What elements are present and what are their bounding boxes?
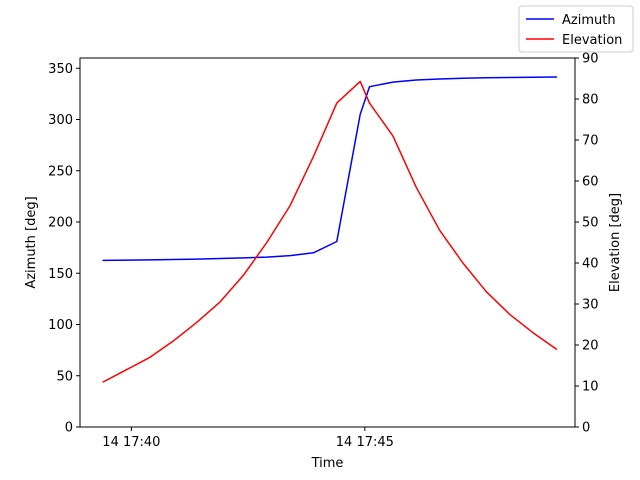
left-y-axis-label: Azimuth [deg] <box>24 196 39 288</box>
right-y-tick-label: 0 <box>582 421 590 436</box>
right-y-tick-label: 40 <box>582 257 599 272</box>
right-y-tick-label: 80 <box>582 93 599 108</box>
series-lines <box>102 76 558 383</box>
right-y-tick-label: 90 <box>582 52 599 67</box>
right-y-tick-label: 20 <box>582 339 599 354</box>
left-y-tick-label: 150 <box>48 267 73 282</box>
left-y-tick-label: 50 <box>56 369 73 384</box>
right-y-axis-label: Elevation [deg] <box>608 193 623 292</box>
axes: 14 17:40 14 17:45 0 50 100 150 200 250 300 350 0 10… <box>48 52 598 451</box>
legend-label-azimuth: Azimuth <box>562 13 616 28</box>
x-axis-label: Time <box>311 456 344 471</box>
legend-box <box>518 5 634 53</box>
series-line-azimuth <box>102 76 558 262</box>
right-y-tick-label: 60 <box>582 175 599 190</box>
left-y-tick-label: 350 <box>48 62 73 77</box>
left-y-tick-label: 200 <box>48 216 73 231</box>
right-y-tick-label: 30 <box>582 298 599 313</box>
x-tick-label: 14 17:45 <box>336 435 394 450</box>
right-y-tick-label: 50 <box>582 216 599 231</box>
series-line-elevation <box>102 80 558 383</box>
left-y-tick-label: 100 <box>48 318 73 333</box>
plot-frame <box>79 57 576 428</box>
x-tick-label: 14 17:40 <box>102 435 160 450</box>
legend: Azimuth Elevation <box>518 5 634 53</box>
legend-label-elevation: Elevation <box>562 33 622 48</box>
left-y-tick-label: 0 <box>65 421 73 436</box>
right-y-tick-label: 70 <box>582 134 599 149</box>
left-y-tick-label: 300 <box>48 113 73 128</box>
right-y-tick-label: 10 <box>582 380 599 395</box>
left-y-tick-label: 250 <box>48 164 73 179</box>
